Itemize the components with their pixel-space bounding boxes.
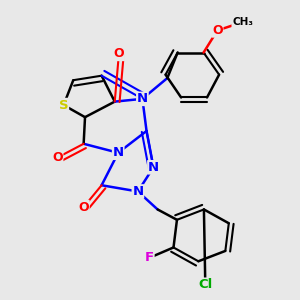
- Text: O: O: [52, 151, 63, 164]
- Text: CH₃: CH₃: [232, 17, 253, 27]
- Text: N: N: [132, 185, 143, 198]
- Text: N: N: [137, 92, 148, 105]
- Text: O: O: [212, 24, 223, 37]
- Text: F: F: [145, 251, 154, 264]
- Text: N: N: [148, 161, 159, 174]
- Text: Cl: Cl: [198, 278, 212, 291]
- Text: N: N: [112, 146, 124, 159]
- Text: S: S: [59, 99, 68, 112]
- Text: O: O: [114, 47, 124, 60]
- Text: O: O: [78, 200, 89, 214]
